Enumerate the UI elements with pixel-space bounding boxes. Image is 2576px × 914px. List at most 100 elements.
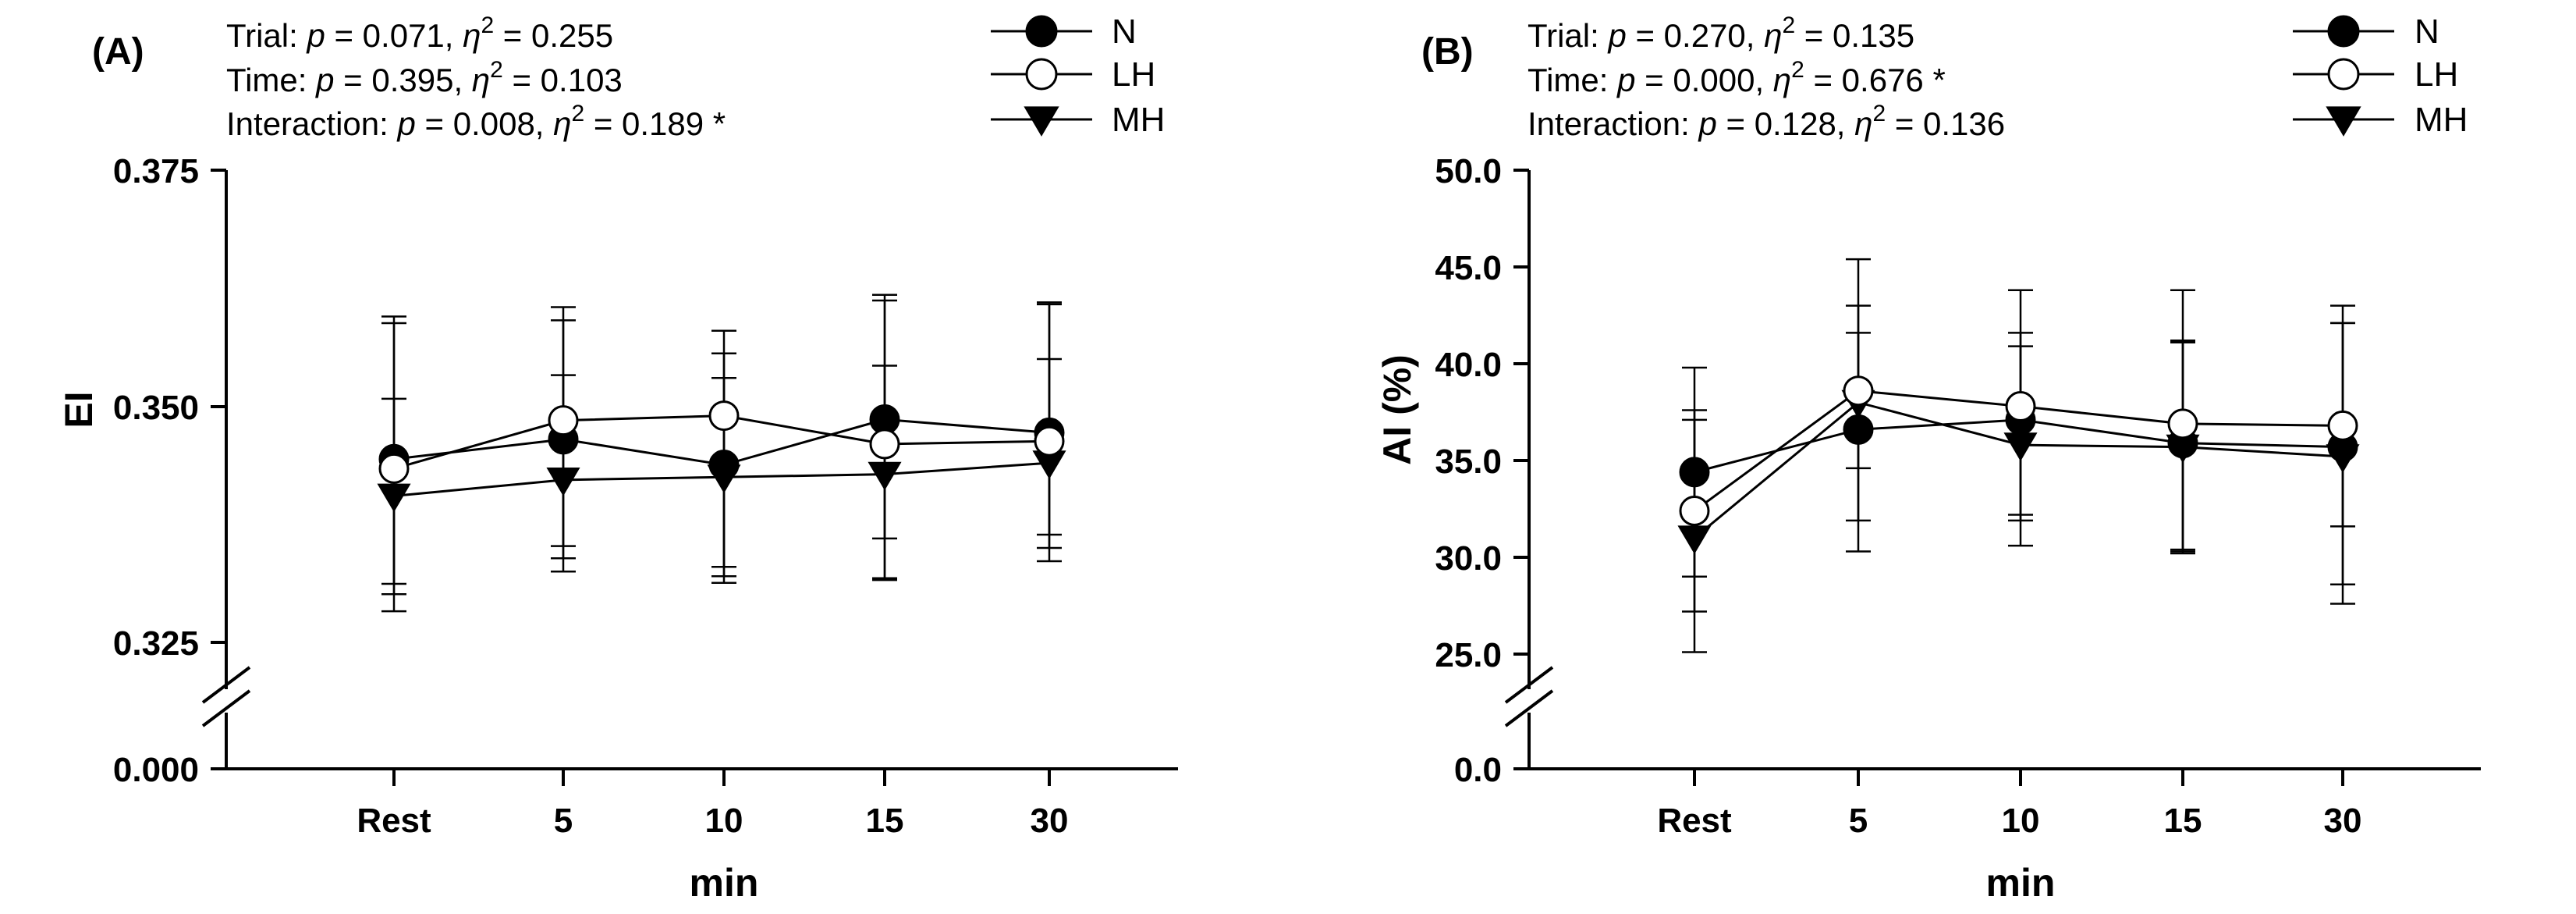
legend-marker-n	[1025, 15, 1058, 48]
data-point-lh	[869, 429, 900, 460]
data-point-n	[1679, 457, 1710, 488]
stats-line: Time: p = 0.395, η2 = 0.103	[226, 57, 623, 98]
data-point-n	[1843, 414, 1874, 445]
legend-marker-lh	[1025, 58, 1058, 91]
legend-label-n: N	[1112, 12, 1137, 51]
stats-line: Time: p = 0.000, η2 = 0.676 *	[1528, 57, 1946, 98]
data-point-lh	[2327, 410, 2358, 441]
y-axis-label: EI	[57, 391, 101, 428]
stats-p-symbol: p	[1606, 17, 1626, 54]
x-axis-label: min	[690, 861, 759, 905]
panel-label: (A)	[92, 31, 144, 73]
stats-p-value: = 0.000,	[1635, 62, 1772, 98]
y-tick-label: 0.325	[113, 624, 199, 663]
data-point-n	[708, 450, 740, 481]
x-tick-label: 5	[554, 802, 573, 840]
stats-significance-star: *	[704, 105, 726, 142]
stats-eta-exponent: 2	[490, 57, 503, 83]
stats-eta-value: = 0.676	[1804, 62, 1924, 98]
panel-a: 0.375 0.350 0.325 0.000 Rest 5 10 15 30 min EI (A) T…	[57, 12, 1178, 905]
legend-label-n: N	[2415, 12, 2439, 51]
stats-prefix: Interaction:	[1528, 105, 1698, 142]
legend-marker-lh	[2327, 58, 2360, 91]
stats-line: Trial: p = 0.270, η2 = 0.135	[1528, 12, 1914, 54]
legend-marker-mh	[1024, 106, 1059, 137]
axis-break-mark	[1504, 689, 1554, 727]
y-tick-label: 25.0	[1435, 636, 1502, 674]
data-point-mh	[868, 461, 902, 491]
axis-break-mark	[1504, 666, 1554, 704]
stats-p-value: = 0.395,	[334, 62, 471, 98]
x-tick-label: 10	[2002, 802, 2040, 840]
stats-prefix: Time:	[1528, 62, 1617, 98]
y-tick-label: 30.0	[1435, 539, 1502, 578]
data-point-lh	[2167, 408, 2198, 439]
x-tick-label: 30	[2324, 802, 2362, 840]
x-tick-label: 30	[1031, 802, 1069, 840]
stats-p-symbol: p	[1616, 62, 1635, 98]
stats-line: Trial: p = 0.071, η2 = 0.255	[226, 12, 613, 54]
stats-eta-exponent: 2	[571, 101, 584, 126]
x-tick-label: Rest	[1657, 802, 1732, 840]
panel-b: 50.0 45.0 40.0 35.0 30.0 25.0 0.0 Rest 5 10 15 30 mi…	[1375, 12, 2481, 905]
data-point-lh	[548, 405, 579, 436]
legend-label-mh: MH	[1112, 101, 1165, 139]
data-point-lh	[708, 400, 740, 432]
y-tick-label: 45.0	[1435, 249, 1502, 287]
x-tick-label: 10	[705, 802, 743, 840]
data-point-lh	[2005, 391, 2036, 422]
y-axis-label: AI (%)	[1375, 354, 1419, 465]
stats-prefix: Trial:	[1528, 17, 1608, 54]
stats-eta-value: = 0.136	[1886, 105, 2005, 142]
stats-significance-star: *	[1924, 62, 1946, 98]
x-tick-label: 15	[866, 802, 904, 840]
stats-p-value: = 0.270,	[1627, 17, 1764, 54]
stats-p-symbol: p	[396, 105, 415, 142]
stats-p-value: = 0.128,	[1717, 105, 1854, 142]
panel-label: (B)	[1421, 31, 1474, 73]
stats-eta-exponent: 2	[1782, 12, 1795, 38]
x-axis-label: min	[1986, 861, 2056, 905]
x-tick-label: 5	[1849, 802, 1868, 840]
stats-line: Interaction: p = 0.008, η2 = 0.189 *	[226, 101, 726, 142]
stats-eta-value: = 0.189	[584, 105, 704, 142]
stats-eta-symbol: η	[1764, 17, 1782, 54]
stats-eta-exponent: 2	[1872, 101, 1886, 126]
y-tick-label: 50.0	[1435, 152, 1502, 190]
stats-p-symbol: p	[1697, 105, 1716, 142]
y-tick-label: 40.0	[1435, 346, 1502, 384]
x-tick-label: Rest	[357, 802, 431, 840]
y-tick-label: 0.350	[113, 389, 199, 427]
stats-eta-value: = 0.103	[503, 62, 623, 98]
data-point-lh	[1679, 495, 1710, 526]
legend-marker-n	[2327, 15, 2360, 48]
stats-eta-symbol: η	[1854, 105, 1872, 142]
stats-eta-symbol: η	[463, 17, 481, 54]
data-point-mh	[377, 483, 411, 513]
stats-p-symbol: p	[305, 17, 325, 54]
legend-label-mh: MH	[2415, 101, 2468, 139]
stats-eta-symbol: η	[1773, 62, 1791, 98]
data-point-lh	[378, 453, 410, 484]
axis-break-mark	[201, 689, 251, 727]
x-tick-label: 15	[2164, 802, 2202, 840]
stats-eta-value: = 0.135	[1795, 17, 1914, 54]
data-point-mh	[1677, 525, 1712, 554]
y-tick-label: 0.375	[113, 152, 199, 190]
stats-prefix: Time:	[226, 62, 316, 98]
y-tick-label: 0.0	[1454, 751, 1502, 789]
stats-line: Interaction: p = 0.128, η2 = 0.136	[1528, 101, 2005, 142]
stats-eta-exponent: 2	[481, 12, 494, 38]
stats-prefix: Interaction:	[226, 105, 397, 142]
stats-p-value: = 0.071,	[325, 17, 463, 54]
data-point-lh	[1843, 375, 1874, 407]
legend-marker-mh	[2326, 106, 2361, 137]
data-point-mh	[546, 468, 580, 496]
legend-label-lh: LH	[2415, 55, 2458, 94]
stats-prefix: Trial:	[226, 17, 307, 54]
stats-eta-exponent: 2	[1791, 57, 1804, 83]
stats-eta-symbol: η	[553, 105, 571, 142]
stats-p-value: = 0.008,	[416, 105, 553, 142]
data-point-lh	[1034, 425, 1065, 457]
